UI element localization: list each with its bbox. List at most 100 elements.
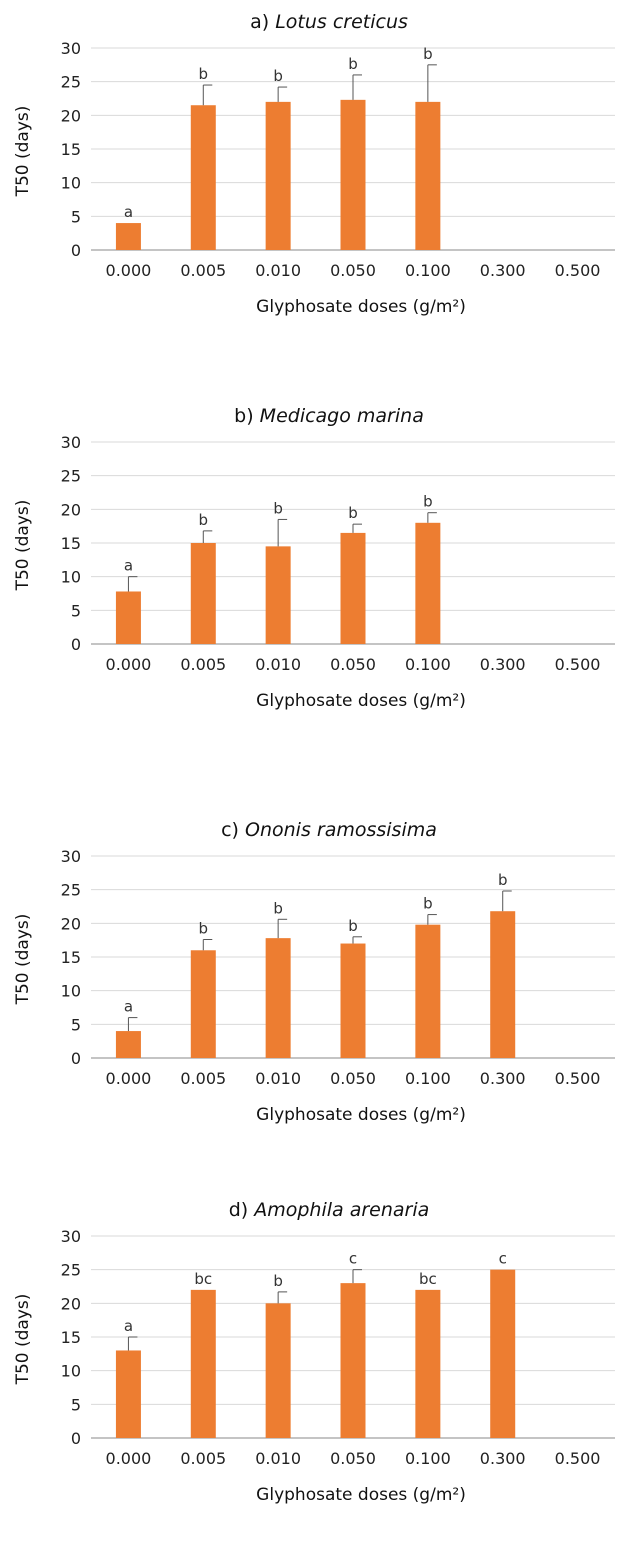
chart-panel-d: d) Amophila arenaria 0 5 10 15 20 25 30 a 0.000 bc… — [0, 1188, 618, 1518]
significance-label: a — [124, 203, 133, 221]
y-tick-label: 0 — [71, 241, 81, 260]
chart-title-species: Amophila arenaria — [252, 1199, 429, 1221]
chart-panel-c: c) Ononis ramossisima 0 5 10 15 20 25 30 a 0.000 b… — [0, 808, 618, 1138]
bar — [115, 1031, 141, 1058]
y-tick-label: 10 — [61, 1362, 81, 1381]
x-tick-label: 0.100 — [405, 1069, 451, 1088]
significance-label: b — [423, 493, 433, 511]
y-tick-label: 25 — [61, 1261, 81, 1280]
bar — [340, 1283, 366, 1438]
x-tick-label: 0.005 — [180, 655, 226, 674]
significance-label: b — [273, 899, 283, 917]
y-tick-label: 5 — [71, 601, 81, 620]
y-tick-label: 20 — [61, 1294, 81, 1313]
x-tick-label: 0.000 — [106, 1069, 152, 1088]
y-axis-title: T50 (days) — [13, 1294, 33, 1386]
bar — [340, 532, 366, 644]
y-tick-label: 20 — [61, 500, 81, 519]
x-tick-label: 0.050 — [330, 655, 376, 674]
bar — [265, 546, 291, 644]
y-axis-title: T50 (days) — [13, 500, 33, 592]
chart-svg: d) Amophila arenaria051015202530a0.000bc… — [13, 1199, 615, 1505]
x-tick-label: 0.010 — [255, 655, 301, 674]
x-axis-title: Glyphosate doses (g/m²) — [256, 297, 466, 317]
x-tick-label: 0.500 — [555, 1069, 601, 1088]
x-tick-label: 0.050 — [330, 261, 376, 280]
significance-label: b — [348, 917, 358, 935]
x-tick-label: 0.010 — [255, 1069, 301, 1088]
chart-title-species: Ononis ramossisima — [245, 819, 437, 841]
y-tick-label: 5 — [71, 1015, 81, 1034]
y-tick-label: 5 — [71, 1395, 81, 1414]
chart-panel-b: b) Medicago marina 0 5 10 15 20 25 30 a 0.000 b 0.0… — [0, 394, 618, 724]
significance-label: b — [423, 45, 433, 63]
x-tick-label: 0.300 — [480, 655, 526, 674]
x-axis-title: Glyphosate doses (g/m²) — [256, 1105, 466, 1125]
significance-label: a — [124, 1317, 133, 1335]
significance-label: b — [348, 55, 358, 73]
bar — [415, 522, 441, 644]
bar — [340, 943, 366, 1058]
significance-label: b — [423, 895, 433, 913]
chart-title: b) Medicago marina — [234, 405, 424, 427]
y-tick-label: 30 — [61, 847, 81, 866]
bar — [265, 1303, 291, 1438]
significance-label: b — [199, 65, 209, 83]
chart-title-prefix: b) — [234, 405, 260, 427]
bar — [190, 950, 216, 1058]
x-tick-label: 0.000 — [106, 261, 152, 280]
significance-label: a — [124, 557, 133, 575]
x-tick-label: 0.000 — [106, 655, 152, 674]
x-tick-label: 0.005 — [180, 1069, 226, 1088]
significance-label: bc — [419, 1270, 437, 1288]
significance-label: c — [499, 1250, 507, 1268]
y-tick-label: 25 — [61, 73, 81, 92]
x-tick-label: 0.300 — [480, 1449, 526, 1468]
y-tick-label: 30 — [61, 433, 81, 452]
bar — [115, 223, 141, 250]
y-tick-label: 30 — [61, 39, 81, 58]
y-tick-label: 10 — [61, 174, 81, 193]
y-tick-label: 10 — [61, 982, 81, 1001]
x-tick-label: 0.005 — [180, 1449, 226, 1468]
bar — [115, 591, 141, 644]
chart-title: c) Ononis ramossisima — [221, 819, 437, 841]
bar — [115, 1350, 141, 1438]
significance-label: b — [273, 499, 283, 517]
bar — [415, 101, 441, 250]
bar — [265, 938, 291, 1058]
x-tick-label: 0.010 — [255, 1449, 301, 1468]
x-tick-label: 0.300 — [480, 1069, 526, 1088]
chart-title: d) Amophila arenaria — [229, 1199, 430, 1221]
bar — [490, 911, 516, 1058]
y-axis-title: T50 (days) — [13, 106, 33, 198]
y-tick-label: 10 — [61, 568, 81, 587]
x-tick-label: 0.000 — [106, 1449, 152, 1468]
significance-label: b — [348, 504, 358, 522]
y-tick-label: 0 — [71, 1429, 81, 1448]
x-tick-label: 0.500 — [555, 655, 601, 674]
x-tick-label: 0.100 — [405, 1449, 451, 1468]
significance-label: b — [498, 871, 508, 889]
x-tick-label: 0.100 — [405, 655, 451, 674]
significance-label: c — [349, 1250, 357, 1268]
y-tick-label: 25 — [61, 467, 81, 486]
bar — [190, 1289, 216, 1438]
y-tick-label: 15 — [61, 1328, 81, 1347]
y-tick-label: 15 — [61, 534, 81, 553]
chart-title-prefix: a) — [250, 11, 275, 33]
chart-title-species: Medicago marina — [260, 405, 424, 427]
x-tick-label: 0.010 — [255, 261, 301, 280]
y-tick-label: 0 — [71, 1049, 81, 1068]
bar — [415, 1289, 441, 1438]
y-tick-label: 20 — [61, 106, 81, 125]
significance-label: b — [273, 67, 283, 85]
y-tick-label: 5 — [71, 207, 81, 226]
x-axis-title: Glyphosate doses (g/m²) — [256, 1485, 466, 1505]
x-tick-label: 0.050 — [330, 1449, 376, 1468]
chart-panel-a: a) Lotus creticus 0 5 10 15 20 25 30 a 0.000 b 0.00… — [0, 0, 618, 330]
y-tick-label: 15 — [61, 948, 81, 967]
chart-svg: c) Ononis ramossisima 0 5 10 15 20 25 30 a 0.000 b… — [13, 819, 615, 1125]
chart-title-species: Lotus creticus — [275, 11, 408, 33]
